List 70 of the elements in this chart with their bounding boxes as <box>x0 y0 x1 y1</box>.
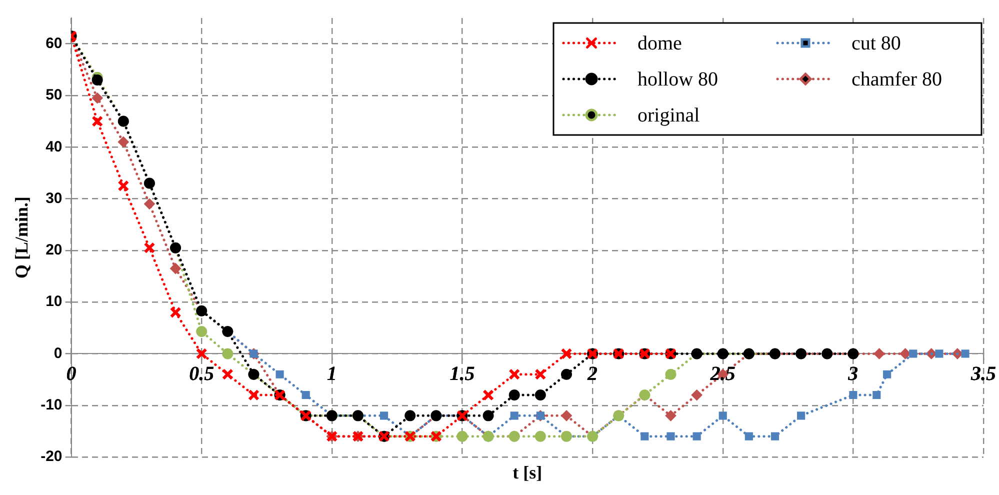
y-tick-label: 60 <box>46 34 62 52</box>
y-tick-label: 10 <box>46 293 62 310</box>
point <box>118 136 129 148</box>
point <box>909 350 918 358</box>
point <box>849 390 858 400</box>
point <box>508 390 520 401</box>
point <box>560 368 572 380</box>
point <box>640 432 649 440</box>
point <box>744 432 753 440</box>
legend-label: original <box>638 104 700 126</box>
point <box>534 368 546 380</box>
x-tick-label: 3 <box>847 362 858 385</box>
point <box>248 389 260 401</box>
point <box>797 412 806 420</box>
y-tick-label: -10 <box>40 396 62 414</box>
point <box>534 430 546 442</box>
x-tick-label: 0 <box>66 362 76 385</box>
point <box>718 412 727 420</box>
point <box>874 348 885 360</box>
point <box>482 410 494 422</box>
point <box>144 198 155 210</box>
point <box>144 242 156 254</box>
point <box>404 410 416 422</box>
y-tick-label: -20 <box>40 448 62 466</box>
point <box>276 370 284 378</box>
y-tick-label: 20 <box>46 242 62 259</box>
x-tick-label: 1.5 <box>450 362 475 385</box>
point <box>482 389 494 401</box>
point <box>534 390 546 401</box>
point <box>170 306 182 318</box>
point <box>302 390 310 400</box>
y-axis-title: Q [L/min.] <box>11 196 32 279</box>
point <box>456 430 468 442</box>
x-axis-title: t [s] <box>512 462 542 483</box>
y-tick-label: 40 <box>46 138 62 156</box>
point <box>692 432 701 440</box>
point <box>170 262 182 274</box>
y-tick-label: 30 <box>46 190 62 207</box>
point <box>935 350 944 358</box>
point <box>508 368 520 380</box>
point <box>560 348 572 360</box>
point <box>222 348 234 360</box>
point <box>118 180 130 192</box>
y-tick-label: 0 <box>54 344 62 362</box>
point <box>770 432 780 440</box>
point <box>380 412 388 420</box>
legend-label: hollow 80 <box>638 68 718 90</box>
x-tick-label: 1 <box>326 362 337 385</box>
y-tick-label: 50 <box>46 86 62 104</box>
point <box>196 348 208 360</box>
point <box>510 412 518 420</box>
point <box>961 350 970 358</box>
point <box>222 368 234 380</box>
point <box>560 410 572 422</box>
x-tick-label: 2 <box>586 362 598 385</box>
point <box>92 116 104 128</box>
point <box>665 368 676 380</box>
point <box>872 390 881 400</box>
x-tick-label: 0.5 <box>189 362 214 385</box>
point <box>883 370 892 378</box>
point <box>900 348 911 360</box>
point <box>666 432 675 440</box>
point <box>92 92 103 104</box>
legend-label: chamfer 80 <box>852 68 942 90</box>
legend-label: cut 80 <box>852 32 901 54</box>
x-tick-label: 3.5 <box>970 362 996 385</box>
point <box>665 410 676 422</box>
point <box>691 390 702 401</box>
legend-label: dome <box>638 32 682 54</box>
point <box>196 326 208 337</box>
